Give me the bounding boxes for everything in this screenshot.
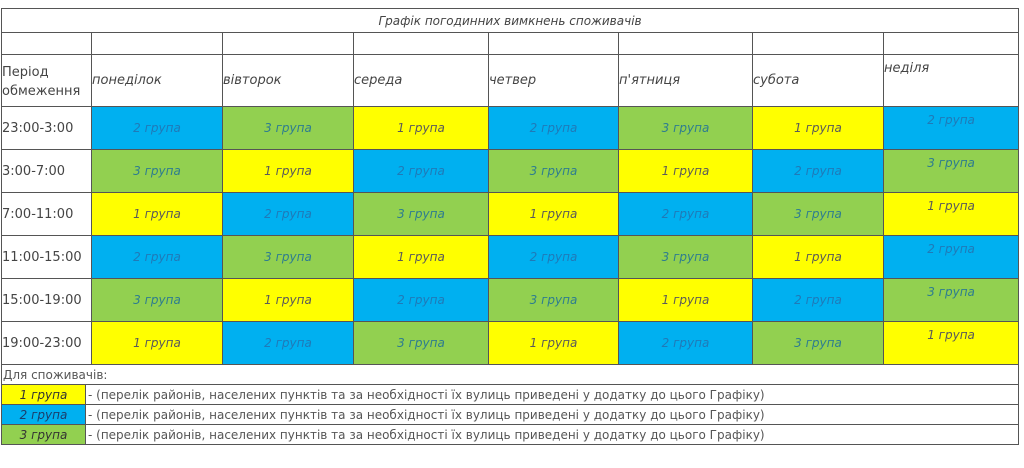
group-cell-sunday[interactable]: 1 група (882, 321, 1020, 365)
blank-cell[interactable] (222, 32, 354, 55)
group-cell-sunday[interactable]: 3 група (882, 149, 1020, 193)
day-header-wednesday[interactable]: середа (353, 54, 489, 107)
group-cell-friday[interactable]: 3 група (618, 106, 753, 150)
legend-row: 2 група - (перелік районів, населених пун… (1, 404, 1019, 425)
group-cell-saturday[interactable]: 2 група (752, 278, 884, 322)
group-cell-wednesday[interactable]: 1 група (353, 235, 489, 279)
group-cell-monday[interactable]: 2 група (91, 235, 223, 279)
schedule-row: 23:00-3:00 2 група 3 група 1 група 2 група 3 … (1, 106, 1020, 150)
period-cell[interactable]: 15:00-19:00 (1, 278, 92, 322)
schedule-row: 19:00-23:00 1 група 2 група 3 група 1 група 2… (1, 321, 1020, 365)
group-cell-tuesday[interactable]: 3 група (222, 235, 354, 279)
legend-group-swatch[interactable]: 3 група (1, 424, 86, 445)
schedule-row: 11:00-15:00 2 група 3 група 1 група 2 група 3… (1, 235, 1020, 279)
schedule-row: 3:00-7:00 3 група 1 група 2 група 3 група 1 г… (1, 149, 1020, 193)
group-cell-wednesday[interactable]: 2 група (353, 149, 489, 193)
day-header-saturday[interactable]: субота (752, 54, 884, 107)
group-cell-thursday[interactable]: 3 група (488, 149, 619, 193)
group-cell-monday[interactable]: 3 група (91, 149, 223, 193)
blank-cell[interactable] (353, 32, 489, 55)
day-header-monday[interactable]: понеділок (91, 54, 223, 107)
legend-heading[interactable]: Для споживачів: (1, 364, 1019, 385)
legend-description[interactable]: - (перелік районів, населених пунктів та… (85, 424, 1019, 445)
group-cell-tuesday[interactable]: 1 група (222, 149, 354, 193)
group-cell-saturday[interactable]: 1 група (752, 106, 884, 150)
group-cell-tuesday[interactable]: 1 група (222, 278, 354, 322)
legend-body: Для споживачів: 1 група - (перелік районі… (1, 364, 1019, 445)
legend-row: 1 група - (перелік районів, населених пун… (1, 384, 1019, 405)
group-cell-monday[interactable]: 1 група (91, 321, 223, 365)
group-cell-sunday[interactable]: 2 група (882, 106, 1020, 150)
day-header-sunday[interactable]: неділя (882, 54, 1020, 107)
legend-group-swatch[interactable]: 1 група (1, 384, 86, 405)
blank-cell[interactable] (618, 32, 753, 55)
group-cell-wednesday[interactable]: 3 група (353, 321, 489, 365)
group-cell-saturday[interactable]: 1 група (752, 235, 884, 279)
period-cell[interactable]: 7:00-11:00 (1, 192, 92, 236)
group-cell-sunday[interactable]: 3 група (882, 278, 1020, 322)
schedule-row: 7:00-11:00 1 група 2 група 3 група 1 група 2 … (1, 192, 1020, 236)
group-cell-monday[interactable]: 3 група (91, 278, 223, 322)
schedule-body: Графік погодинних вимкнень споживачів Пе… (0, 8, 1020, 365)
group-cell-tuesday[interactable]: 2 група (222, 321, 354, 365)
group-cell-saturday[interactable]: 3 група (752, 192, 884, 236)
day-header-tuesday[interactable]: вівторок (222, 54, 354, 107)
blank-cell[interactable] (882, 32, 1020, 55)
group-cell-thursday[interactable]: 2 група (488, 106, 619, 150)
period-cell[interactable]: 11:00-15:00 (1, 235, 92, 279)
legend-description[interactable]: - (перелік районів, населених пунктів та… (85, 384, 1019, 405)
blank-cell[interactable] (1, 32, 92, 55)
day-header-row: Період обмеження понеділок вівторок сере… (1, 54, 1020, 107)
legend-group-swatch[interactable]: 2 група (1, 404, 86, 425)
legend-heading-row: Для споживачів: (1, 364, 1019, 385)
group-cell-friday[interactable]: 2 група (618, 192, 753, 236)
group-cell-saturday[interactable]: 2 група (752, 149, 884, 193)
group-cell-friday[interactable]: 1 група (618, 149, 753, 193)
group-cell-sunday[interactable]: 1 група (882, 192, 1020, 236)
group-cell-wednesday[interactable]: 2 група (353, 278, 489, 322)
outage-schedule-table: Графік погодинних вимкнень споживачів Пе… (0, 8, 1020, 365)
period-column-header[interactable]: Період обмеження (1, 54, 92, 107)
period-cell[interactable]: 19:00-23:00 (1, 321, 92, 365)
group-cell-thursday[interactable]: 1 група (488, 192, 619, 236)
group-cell-monday[interactable]: 2 група (91, 106, 223, 150)
group-cell-tuesday[interactable]: 2 група (222, 192, 354, 236)
blank-cell[interactable] (752, 32, 884, 55)
day-header-thursday[interactable]: четвер (488, 54, 619, 107)
group-cell-thursday[interactable]: 2 група (488, 235, 619, 279)
legend-row: 3 група - (перелік районів, населених пун… (1, 424, 1019, 445)
schedule-title[interactable]: Графік погодинних вимкнень споживачів (0, 8, 1020, 33)
blank-cell[interactable] (91, 32, 223, 55)
group-cell-tuesday[interactable]: 3 група (222, 106, 354, 150)
group-cell-thursday[interactable]: 3 група (488, 278, 619, 322)
group-cell-saturday[interactable]: 3 група (752, 321, 884, 365)
day-header-friday[interactable]: п'ятниця (618, 54, 753, 107)
group-cell-thursday[interactable]: 1 група (488, 321, 619, 365)
group-cell-wednesday[interactable]: 1 група (353, 106, 489, 150)
legend-description[interactable]: - (перелік районів, населених пунктів та… (85, 404, 1019, 425)
blank-cell[interactable] (488, 32, 619, 55)
group-cell-friday[interactable]: 2 група (618, 321, 753, 365)
schedule-row: 15:00-19:00 3 група 1 група 2 група 3 група 1… (1, 278, 1020, 322)
group-cell-wednesday[interactable]: 3 група (353, 192, 489, 236)
period-cell[interactable]: 3:00-7:00 (1, 149, 92, 193)
group-cell-friday[interactable]: 3 група (618, 235, 753, 279)
legend-table: Для споживачів: 1 група - (перелік районі… (1, 364, 1019, 445)
group-cell-monday[interactable]: 1 група (91, 192, 223, 236)
schedule-title-row: Графік погодинних вимкнень споживачів (0, 8, 1020, 33)
period-cell[interactable]: 23:00-3:00 (1, 106, 92, 150)
group-cell-sunday[interactable]: 2 група (882, 235, 1020, 279)
group-cell-friday[interactable]: 1 група (618, 278, 753, 322)
blank-row (1, 32, 1020, 55)
